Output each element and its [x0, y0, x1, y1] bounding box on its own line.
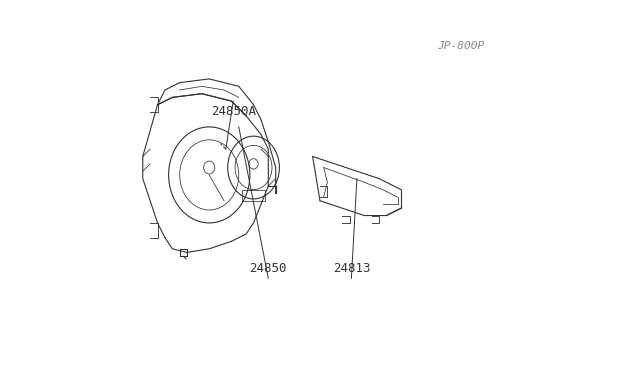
Text: 24813: 24813 [333, 262, 370, 275]
Text: 24850: 24850 [250, 262, 287, 275]
Text: 24850A: 24850A [211, 105, 256, 118]
Text: JP-800P: JP-800P [436, 41, 484, 51]
